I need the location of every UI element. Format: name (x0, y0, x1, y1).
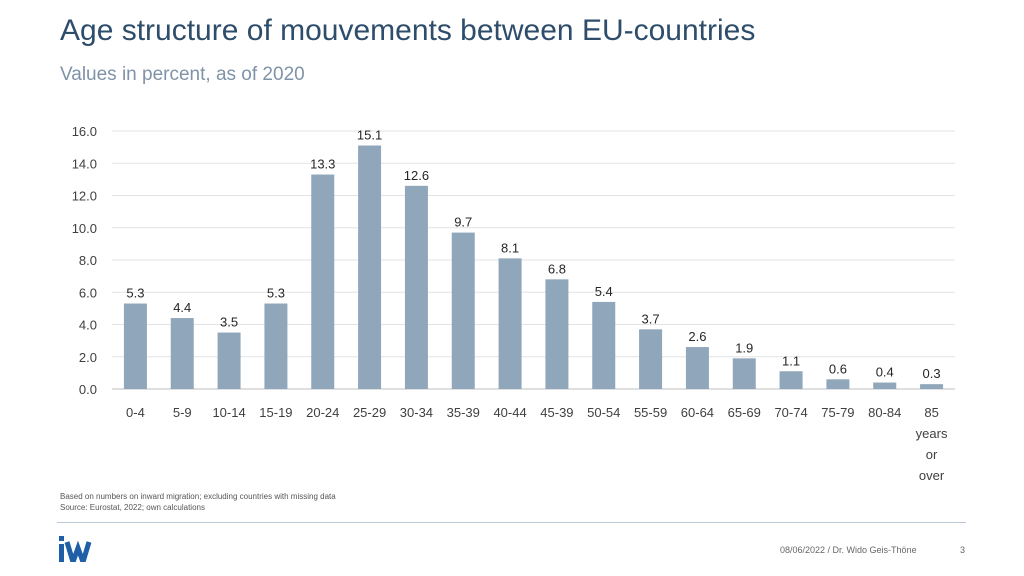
y-tick-label: 2.0 (79, 350, 97, 365)
data-label: 6.8 (548, 261, 566, 276)
data-label: 0.6 (829, 361, 847, 376)
bar-5-9 (170, 318, 194, 389)
x-tick-label: 0-4 (126, 405, 145, 420)
data-label: 15.1 (357, 128, 382, 143)
data-label: 4.4 (173, 300, 191, 315)
bar-20-24 (311, 174, 335, 389)
y-tick-label: 6.0 (79, 285, 97, 300)
x-tick-label: 50-54 (587, 405, 620, 420)
x-tick-label: 10-14 (212, 405, 245, 420)
footnote-method: Based on numbers on inward migration; ex… (60, 492, 336, 501)
data-label: 3.7 (642, 311, 660, 326)
bar-10-14 (217, 332, 241, 389)
data-label: 13.3 (310, 157, 335, 172)
bar-70-74 (779, 371, 803, 389)
data-label: 1.9 (735, 340, 753, 355)
data-label: 9.7 (454, 215, 472, 230)
y-tick-label: 14.0 (72, 156, 97, 171)
data-label: 5.4 (595, 284, 613, 299)
data-label: 8.1 (501, 240, 519, 255)
bar-35-39 (451, 232, 475, 389)
y-tick-label: 0.0 (79, 382, 97, 397)
bar-45-39 (545, 279, 569, 389)
page-title: Age structure of mouvements between EU-c… (60, 14, 756, 47)
bar-chart: 0.0 2.0 4.0 6.0 8.0 10.0 12.0 14.0 16.0 5.3 4.4 3.… (72, 124, 955, 483)
bar-55-59 (639, 329, 663, 389)
bar-75-79 (826, 379, 850, 389)
iw-logo-icon (58, 536, 98, 571)
bar-0-4 (123, 303, 147, 389)
footer-date-author: 08/06/2022 / Dr. Wido Geis-Thöne (780, 545, 917, 555)
x-tick-label: 60-64 (681, 405, 714, 420)
page-subtitle: Values in percent, as of 2020 (60, 64, 305, 85)
bar-65-69 (732, 358, 756, 389)
y-tick-label: 4.0 (79, 318, 97, 333)
x-tick-label: 30-34 (400, 405, 433, 420)
footnote-source: Source: Eurostat, 2022; own calculations (60, 503, 205, 512)
x-tick-label: 20-24 (306, 405, 339, 420)
data-label: 0.3 (923, 366, 941, 381)
bar-85 (920, 384, 944, 389)
data-label: 5.3 (267, 286, 285, 301)
y-tick-label: 8.0 (79, 253, 97, 268)
x-tick-label: 40-44 (493, 405, 526, 420)
y-tick-label: 12.0 (72, 189, 97, 204)
bar-80-84 (873, 382, 897, 389)
x-tick-label: 70-74 (774, 405, 807, 420)
x-tick-label: 85 years or over (916, 405, 948, 483)
x-tick-label: 80-84 (868, 405, 901, 420)
data-label: 0.4 (876, 365, 894, 380)
bar-40-44 (498, 258, 522, 389)
x-tick-label: 25-29 (353, 405, 386, 420)
x-tick-label: 45-39 (540, 405, 573, 420)
footer-divider (57, 522, 966, 523)
bar-15-19 (264, 303, 288, 389)
bar-30-34 (404, 185, 428, 389)
page-number: 3 (960, 545, 966, 555)
data-label: 5.3 (126, 286, 144, 301)
data-label: 1.1 (782, 353, 800, 368)
data-label: 12.6 (404, 168, 429, 183)
bar-60-64 (685, 347, 709, 389)
data-label: 2.6 (688, 329, 706, 344)
bar-50-54 (592, 301, 616, 389)
bar-25-29 (358, 145, 382, 389)
x-tick-label: 55-59 (634, 405, 667, 420)
x-tick-label: 35-39 (447, 405, 480, 420)
x-tick-label: 65-69 (728, 405, 761, 420)
x-tick-label: 75-79 (821, 405, 854, 420)
x-tick-label: 15-19 (259, 405, 292, 420)
data-label: 3.5 (220, 315, 238, 330)
y-tick-label: 10.0 (72, 221, 97, 236)
x-tick-label: 5-9 (173, 405, 192, 420)
y-tick-label: 16.0 (72, 124, 97, 139)
